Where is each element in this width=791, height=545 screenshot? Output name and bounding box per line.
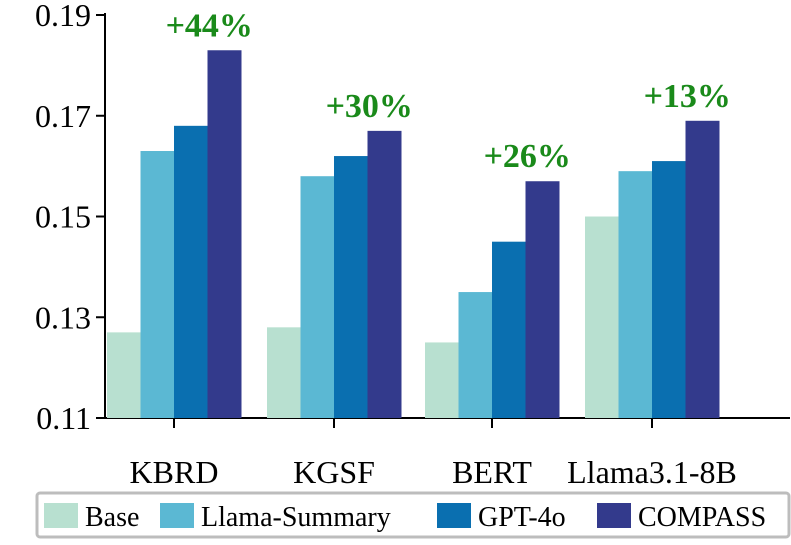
legend-swatch-base <box>44 503 78 528</box>
bar-llama-summary <box>618 171 653 418</box>
bar-compass <box>367 130 402 419</box>
bar-compass <box>207 50 242 418</box>
bar-gpt-4o <box>174 125 208 418</box>
bar-annotation: +30% <box>326 88 413 125</box>
legend-label: Base <box>85 502 139 533</box>
bar-base <box>425 342 459 418</box>
bar-llama-summary <box>140 151 175 418</box>
bar-base <box>107 332 141 418</box>
x-tick-label: Llama3.1-8B <box>567 454 737 490</box>
legend-label: Llama-Summary <box>201 502 391 533</box>
x-tick-label: BERT <box>452 454 532 490</box>
bar-compass <box>685 120 720 418</box>
y-tick-label: 0.17 <box>35 98 91 134</box>
legend-label: COMPASS <box>638 502 766 533</box>
bar-gpt-4o <box>492 241 526 418</box>
y-tick-label: 0.13 <box>35 299 91 335</box>
bar-annotation: +13% <box>644 78 731 115</box>
bar-gpt-4o <box>652 161 686 418</box>
x-tick-label: KGSF <box>293 454 375 490</box>
legend-swatch-compass <box>597 503 631 528</box>
bar-llama-summary <box>458 292 493 418</box>
y-tick-label: 0.19 <box>35 0 91 33</box>
y-tick-label: 0.15 <box>35 199 91 235</box>
bar-llama-summary <box>300 176 335 418</box>
legend-label: GPT-4o <box>478 502 566 533</box>
bar-compass <box>525 181 560 418</box>
bar-annotation: +44% <box>166 7 253 44</box>
legend-swatch-llama-summary <box>160 503 194 528</box>
legend-swatch-gpt-4o <box>437 503 471 528</box>
bar-base <box>267 327 301 418</box>
y-tick-label: 0.11 <box>36 400 91 436</box>
bar-annotation: +26% <box>484 138 571 175</box>
x-tick-label: KBRD <box>130 454 219 490</box>
bar-base <box>585 216 619 418</box>
bar-gpt-4o <box>334 156 368 419</box>
